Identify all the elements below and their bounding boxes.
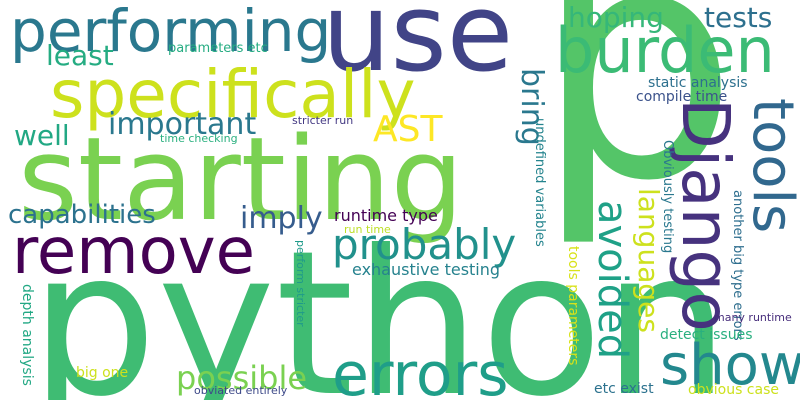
word-tools-parameters: tools parameters — [565, 246, 581, 366]
word-use: use — [322, 0, 514, 96]
word-python: python — [30, 208, 730, 400]
word-undefined-variables: undefined variables — [532, 118, 547, 247]
word-well: well — [14, 119, 70, 152]
word-avoided: avoided — [589, 200, 635, 360]
word-errors: errors — [332, 340, 509, 400]
word-hoping: hoping — [568, 1, 664, 34]
word-probably: probably — [332, 220, 517, 269]
word-performing: performing — [10, 0, 332, 65]
word-tools: tools — [740, 98, 800, 234]
word-burden: burden — [555, 14, 775, 87]
word-show: show — [660, 333, 800, 398]
word-remove: remove — [12, 215, 256, 289]
word-possible: possible — [176, 359, 308, 397]
word-stricter-run: stricter run — [292, 114, 354, 127]
word-starting: starting — [18, 113, 464, 247]
word-compile-time: compile time — [636, 89, 728, 105]
word-least: least — [46, 39, 114, 72]
word-static-analysis: static analysis — [648, 75, 748, 91]
word-tests: tests — [704, 1, 773, 34]
word-capabilities: capabilities — [8, 200, 156, 230]
word-runtime-type: runtime type — [334, 206, 438, 225]
word-important: important — [108, 107, 257, 142]
word-detect-issues: detect issues — [660, 327, 753, 343]
word-obviated-entirely: obviated entirely — [194, 384, 288, 397]
word-p: p — [535, 0, 739, 251]
word-many-runtime: many runtime — [714, 311, 792, 324]
word-exhaustive-testing: exhaustive testing — [352, 260, 501, 279]
word-big-one: big one — [76, 365, 129, 381]
word-ast: AST — [373, 109, 443, 150]
word-etc-exist: etc exist — [594, 381, 654, 397]
word-imply: imply — [240, 201, 323, 236]
word-perform-stricter: perform stricter — [294, 240, 307, 327]
word-parameters-etc: parameters etc — [168, 41, 268, 56]
word-obvious-case: obvious case — [688, 382, 779, 398]
word-obviously-testing: Obviously testing — [660, 140, 675, 254]
word-depth-analysis: depth analysis — [19, 284, 35, 386]
word-run-time: run time — [344, 223, 391, 236]
word-specifically: specifically — [50, 56, 416, 133]
word-django: Django — [667, 98, 744, 332]
word-languages: languages — [632, 188, 665, 333]
word-time-checking: time checking — [160, 132, 238, 145]
